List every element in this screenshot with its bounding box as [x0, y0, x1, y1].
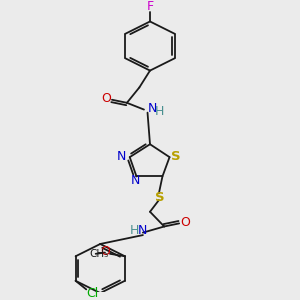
Text: S: S — [155, 190, 164, 203]
Text: O: O — [180, 216, 190, 229]
Text: Cl: Cl — [86, 286, 98, 300]
Text: N: N — [117, 150, 127, 163]
Text: S: S — [171, 150, 181, 163]
Text: H: H — [129, 224, 139, 237]
Text: H: H — [154, 105, 164, 118]
Text: O: O — [100, 245, 110, 259]
Text: N: N — [137, 224, 147, 237]
Text: N: N — [148, 102, 157, 116]
Text: CH₃: CH₃ — [89, 249, 109, 259]
Text: F: F — [146, 0, 154, 13]
Text: N: N — [131, 174, 140, 187]
Text: O: O — [101, 92, 111, 105]
